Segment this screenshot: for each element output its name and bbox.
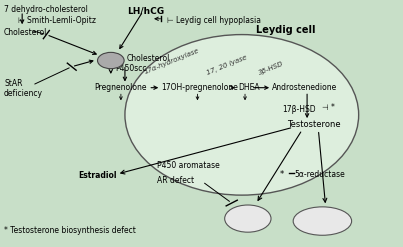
Text: deficiency: deficiency: [4, 89, 43, 98]
Text: Pregnenolone: Pregnenolone: [95, 83, 147, 92]
Text: 17, 20 lyase: 17, 20 lyase: [206, 54, 248, 76]
Text: * Testosterone biosynthesis defect: * Testosterone biosynthesis defect: [4, 226, 136, 235]
Text: ⊢ Leydig cell hypoplasia: ⊢ Leydig cell hypoplasia: [167, 16, 261, 25]
Text: Target cell: Target cell: [228, 211, 268, 220]
Text: DHEA: DHEA: [238, 83, 260, 92]
Text: LH/hCG: LH/hCG: [127, 6, 164, 15]
Ellipse shape: [293, 207, 351, 235]
Text: Cholesterol: Cholesterol: [127, 54, 170, 63]
Ellipse shape: [125, 35, 359, 195]
Text: 17OH-pregnenolone: 17OH-pregnenolone: [161, 83, 238, 92]
Text: P450 aromatase: P450 aromatase: [157, 161, 220, 170]
Text: DHT: DHT: [312, 212, 332, 221]
Text: *: *: [280, 170, 284, 179]
Text: AR defect: AR defect: [157, 176, 194, 185]
Text: Cholesterol: Cholesterol: [4, 28, 48, 37]
Text: Estradiol: Estradiol: [79, 171, 117, 180]
Circle shape: [98, 52, 124, 69]
Text: P450scc: P450scc: [115, 64, 146, 73]
Text: 17β-HSD: 17β-HSD: [282, 105, 316, 114]
Text: 17α-hydroxylase: 17α-hydroxylase: [143, 48, 200, 75]
Text: Testosterone: Testosterone: [287, 120, 341, 129]
Text: 7 dehydro-cholesterol: 7 dehydro-cholesterol: [4, 5, 88, 14]
Text: ⊣ *: ⊣ *: [322, 103, 335, 112]
Text: ⊢ Smith-Lemli-Opitz: ⊢ Smith-Lemli-Opitz: [18, 16, 96, 25]
Text: 5α-reductase: 5α-reductase: [294, 170, 345, 179]
Ellipse shape: [225, 205, 271, 232]
Text: StAR: StAR: [4, 79, 23, 88]
Text: Androstenedione: Androstenedione: [272, 83, 337, 92]
Text: Target cell: Target cell: [303, 220, 342, 229]
Text: Leydig cell: Leydig cell: [256, 25, 316, 35]
Text: 3β-HSD: 3β-HSD: [258, 60, 285, 76]
